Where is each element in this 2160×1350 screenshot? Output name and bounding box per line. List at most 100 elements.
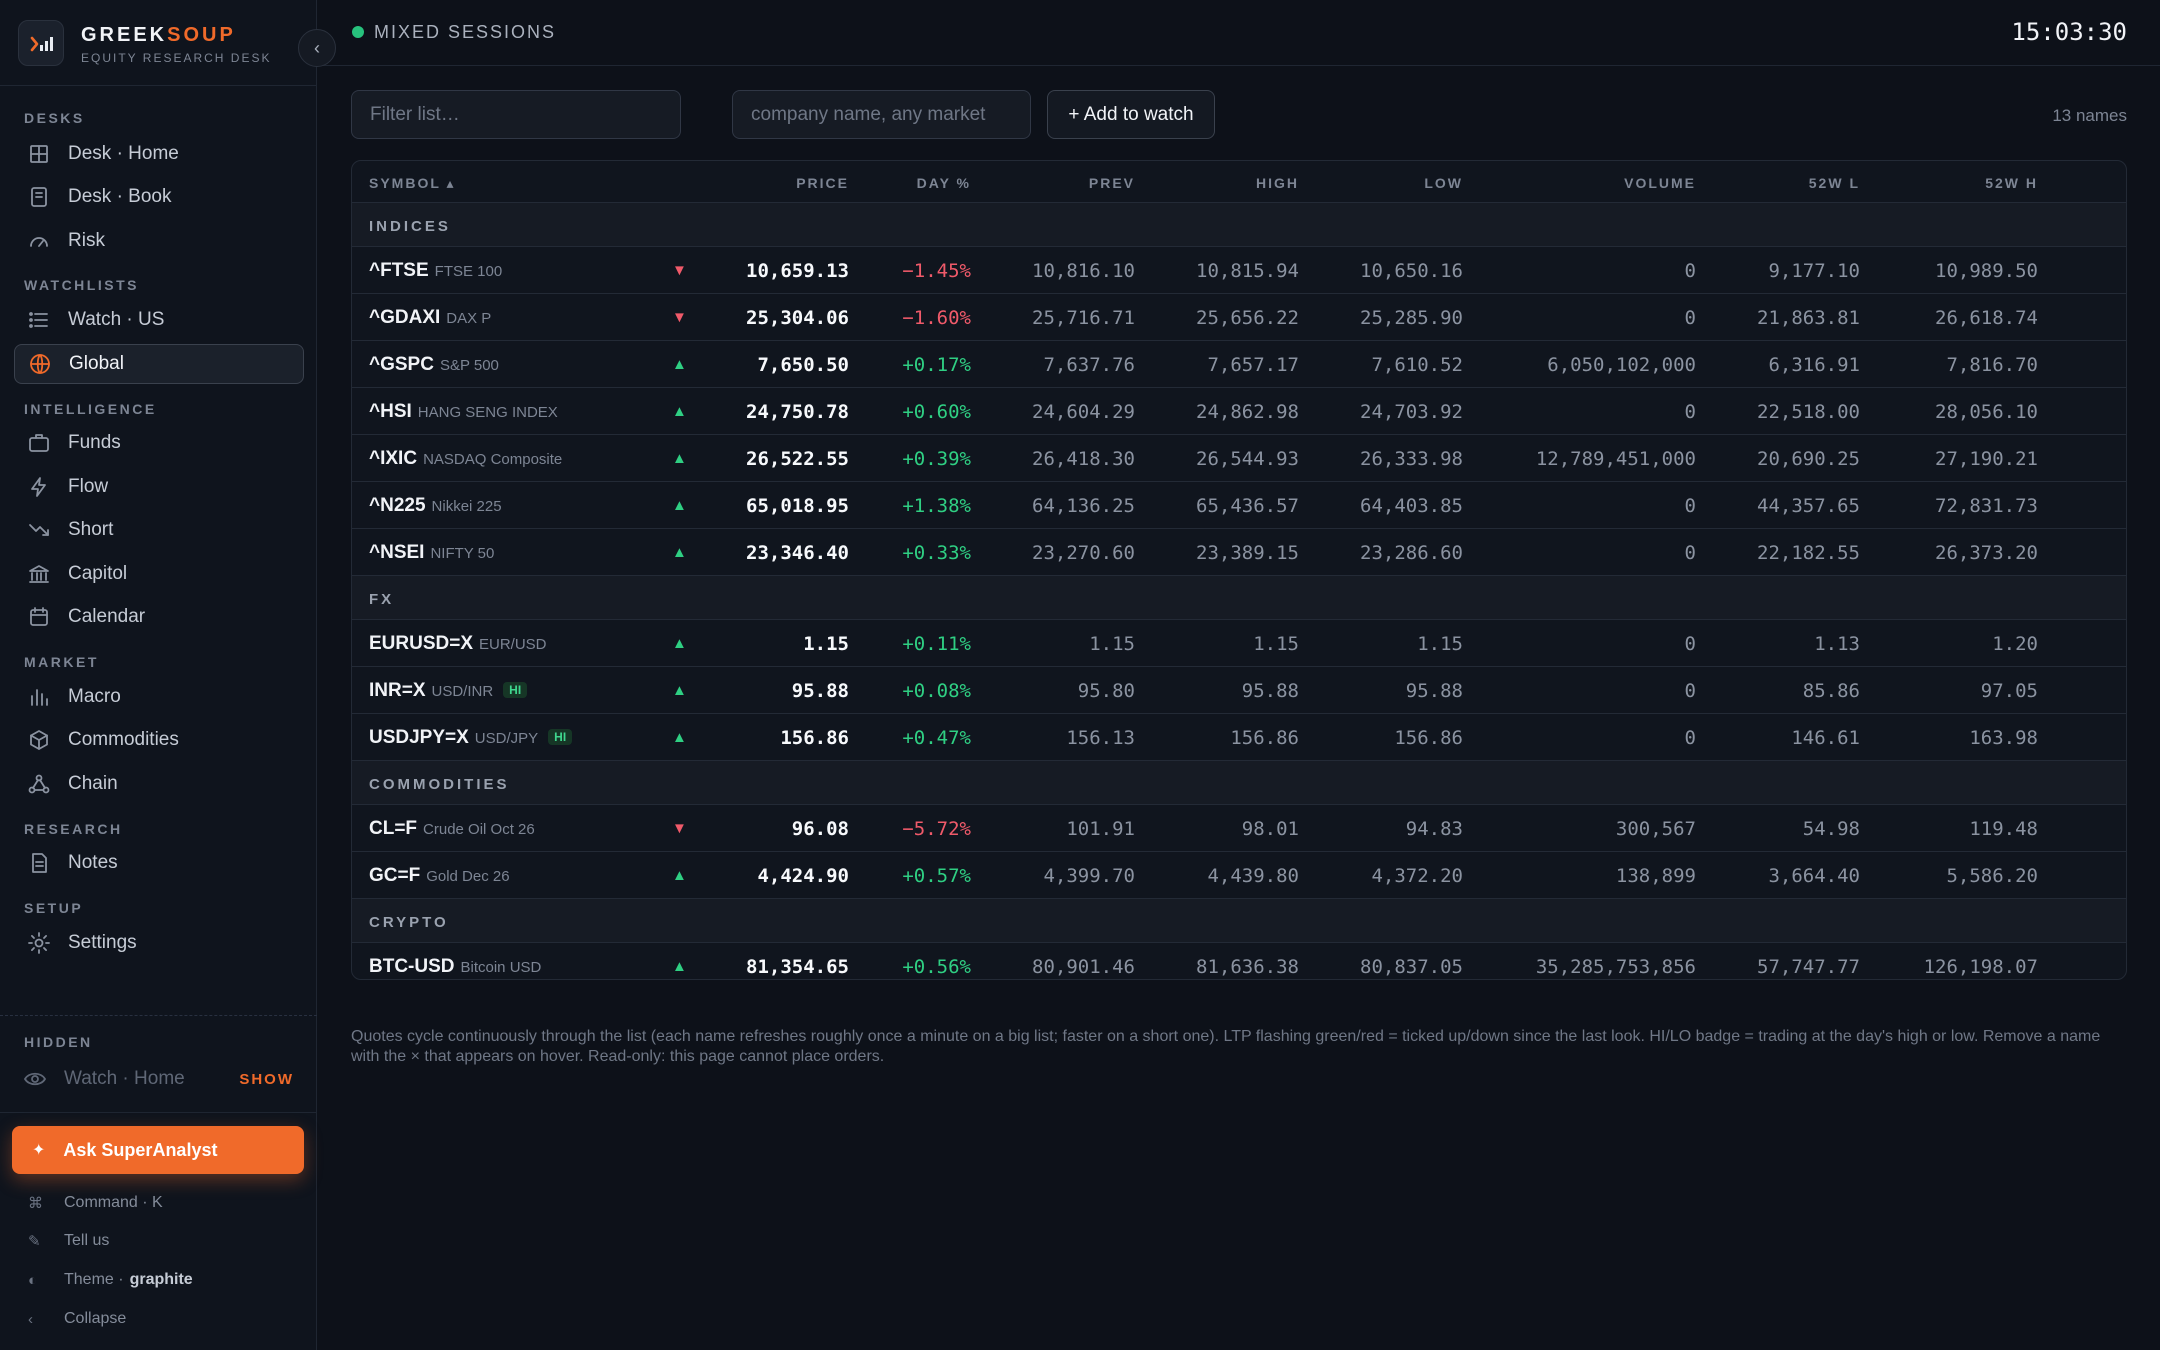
show-button[interactable]: SHOW [239,1070,294,1088]
grid-icon [28,143,50,165]
sidebar-item-global[interactable]: Global [14,344,304,384]
triangle-up-icon: ▲ [672,958,687,975]
tell-us-item[interactable]: ✎ Tell us [28,1229,308,1253]
table-row[interactable]: ^FTSE FTSE 100 ▼ 10,659.13 −1.45% 10,816.10 10… [352,247,2126,294]
table-row[interactable]: USDJPY=X USD/JPY HI ▲ 156.86 +0.47% 156.13 156.… [352,714,2126,761]
table-row[interactable]: ^NSEI NIFTY 50 ▲ 23,346.40 +0.33% 23,270.60 23… [352,529,2126,576]
volume-cell: 0 [1684,680,1696,702]
low-cell: 156.86 [1394,727,1463,749]
52w-low-cell: 1.13 [1814,633,1860,655]
volume-cell: 0 [1684,260,1696,282]
high-cell: 65,436.57 [1196,495,1299,517]
table-row[interactable]: INR=X USD/INR HI ▲ 95.88 +0.08% 95.80 95.88 95.8… [352,667,2126,714]
volume-cell: 300,567 [1615,818,1696,840]
note-icon [28,852,50,874]
instrument-name: Crude Oil Oct 26 [423,821,535,838]
ticker: GC=F [369,865,421,886]
top-bar: MIXED SESSIONS 15:03:30 [317,0,2160,66]
symbol-cell[interactable]: INR=X USD/INR HI [369,680,528,702]
instrument-name: S&P 500 [439,357,499,374]
filter-input[interactable] [351,90,681,139]
sidebar-item-calendar[interactable]: Calendar [14,597,304,637]
sidebar-item-desk-book[interactable]: Desk · Book [14,177,304,217]
sidebar-item-watch-us[interactable]: Watch · US [14,300,304,340]
sidebar-item-funds[interactable]: Funds [14,423,304,463]
ask-superanalyst-button[interactable]: ✦ Ask SuperAnalyst [12,1126,304,1174]
symbol-cell[interactable]: ^FTSE FTSE 100 [369,260,502,282]
sidebar-item-capitol[interactable]: Capitol [14,554,304,594]
sidebar-item-flow[interactable]: Flow [14,467,304,507]
symbol-cell[interactable]: EURUSD=X EUR/USD [369,633,547,655]
hi-badge: HI [503,682,528,698]
ticker: INR=X [369,680,426,701]
sidebar-item-label: Funds [68,432,121,453]
sidebar-item-settings[interactable]: Settings [14,923,304,963]
add-to-watch-button[interactable]: + Add to watch [1047,90,1215,139]
day-pct-cell: −1.45% [902,260,971,282]
table-row[interactable]: CL=F Crude Oil Oct 26 ▼ 96.08 −5.72% 101.91 98… [352,805,2126,852]
col-symbol[interactable]: SYMBOL ▴ [369,175,456,191]
table-row[interactable]: ^HSI HANG SENG INDEX ▲ 24,750.78 +0.60% 24,60… [352,388,2126,435]
symbol-cell[interactable]: USDJPY=X USD/JPY HI [369,727,573,749]
ticker: ^FTSE [369,260,429,281]
sidebar-item-commodities[interactable]: Commodities [14,720,304,760]
day-pct-cell: +0.56% [902,956,971,978]
triangle-up-icon: ▲ [672,450,687,467]
symbol-cell[interactable]: ^HSI HANG SENG INDEX [369,401,558,423]
col-high[interactable]: HIGH [1256,175,1299,191]
table-row[interactable]: EURUSD=X EUR/USD ▲ 1.15 +0.11% 1.15 1.15 1.15 0 1… [352,620,2126,667]
sidebar-item-macro[interactable]: Macro [14,677,304,717]
price-cell: 1.15 [803,633,849,655]
brand-name-accent: SOUP [167,24,236,46]
table-row[interactable]: GC=F Gold Dec 26 ▲ 4,424.90 +0.57% 4,399.70 4,… [352,852,2126,899]
table-row[interactable]: ^GDAXI DAX P ▼ 25,304.06 −1.60% 25,716.71 25,6… [352,294,2126,341]
high-cell: 24,862.98 [1196,401,1299,423]
col-volume[interactable]: VOLUME [1624,175,1696,191]
ticker: ^IXIC [369,448,418,469]
prev-cell: 64,136.25 [1032,495,1135,517]
session-status-dot [352,26,364,38]
sidebar-item-label: Settings [68,932,137,953]
hidden-item[interactable]: Watch · Home SHOW [24,1066,294,1092]
instrument-name: Gold Dec 26 [426,868,510,885]
hidden-item-label: Watch · Home [64,1068,185,1089]
pencil-icon: ✎ [28,1233,41,1250]
symbol-cell[interactable]: GC=F Gold Dec 26 [369,865,510,887]
sidebar-item-desk-home[interactable]: Desk · Home [14,134,304,174]
theme-item[interactable]: ◐ Theme · graphite [28,1268,308,1292]
instrument-name: NIFTY 50 [430,545,495,562]
table-row[interactable]: BTC-USD Bitcoin USD ▲ 81,354.65 +0.56% 80,901… [352,943,2126,979]
col-52w-high[interactable]: 52W H [1985,175,2038,191]
collapse-item[interactable]: ‹ Collapse [28,1307,308,1331]
col-low[interactable]: LOW [1424,175,1463,191]
col-prev[interactable]: PREV [1088,175,1135,191]
symbol-cell[interactable]: ^GDAXI DAX P [369,307,491,329]
symbol-cell[interactable]: ^N225 Nikkei 225 [369,495,502,517]
logo[interactable] [18,20,64,66]
company-search-input[interactable] [732,90,1031,139]
symbol-cell[interactable]: ^GSPC S&P 500 [369,354,499,376]
sidebar-item-notes[interactable]: Notes [14,843,304,883]
brand-name: GREEKSOUP [81,24,236,47]
sidebar-collapse-button[interactable]: ‹ [298,29,336,67]
low-cell: 23,286.60 [1360,542,1463,564]
table-row[interactable]: ^IXIC NASDAQ Composite ▲ 26,522.55 +0.39% 26,… [352,435,2126,482]
symbol-cell[interactable]: ^NSEI NIFTY 50 [369,542,494,564]
col-price[interactable]: PRICE [796,175,849,191]
symbol-cell[interactable]: CL=F Crude Oil Oct 26 [369,818,535,840]
cube-icon [28,729,50,751]
table-row[interactable]: ^N225 Nikkei 225 ▲ 65,018.95 +1.38% 64,136.25… [352,482,2126,529]
nav-section-hidden: HIDDEN [24,1034,93,1050]
table-row[interactable]: ^GSPC S&P 500 ▲ 7,650.50 +0.17% 7,637.76 7,657… [352,341,2126,388]
col-52w-low[interactable]: 52W L [1808,175,1860,191]
sidebar-item-short[interactable]: Short [14,510,304,550]
col-day-pct[interactable]: DAY % [916,175,971,191]
command-k-item[interactable]: ⌘ Command · K [28,1191,308,1215]
symbol-cell[interactable]: BTC-USD Bitcoin USD [369,956,541,978]
day-pct-cell: +0.17% [902,354,971,376]
sidebar-item-chain[interactable]: Chain [14,764,304,804]
symbol-cell[interactable]: ^IXIC NASDAQ Composite [369,448,562,470]
sidebar-item-risk[interactable]: Risk [14,221,304,261]
high-cell: 7,657.17 [1207,354,1299,376]
triangle-up-icon: ▲ [672,356,687,373]
